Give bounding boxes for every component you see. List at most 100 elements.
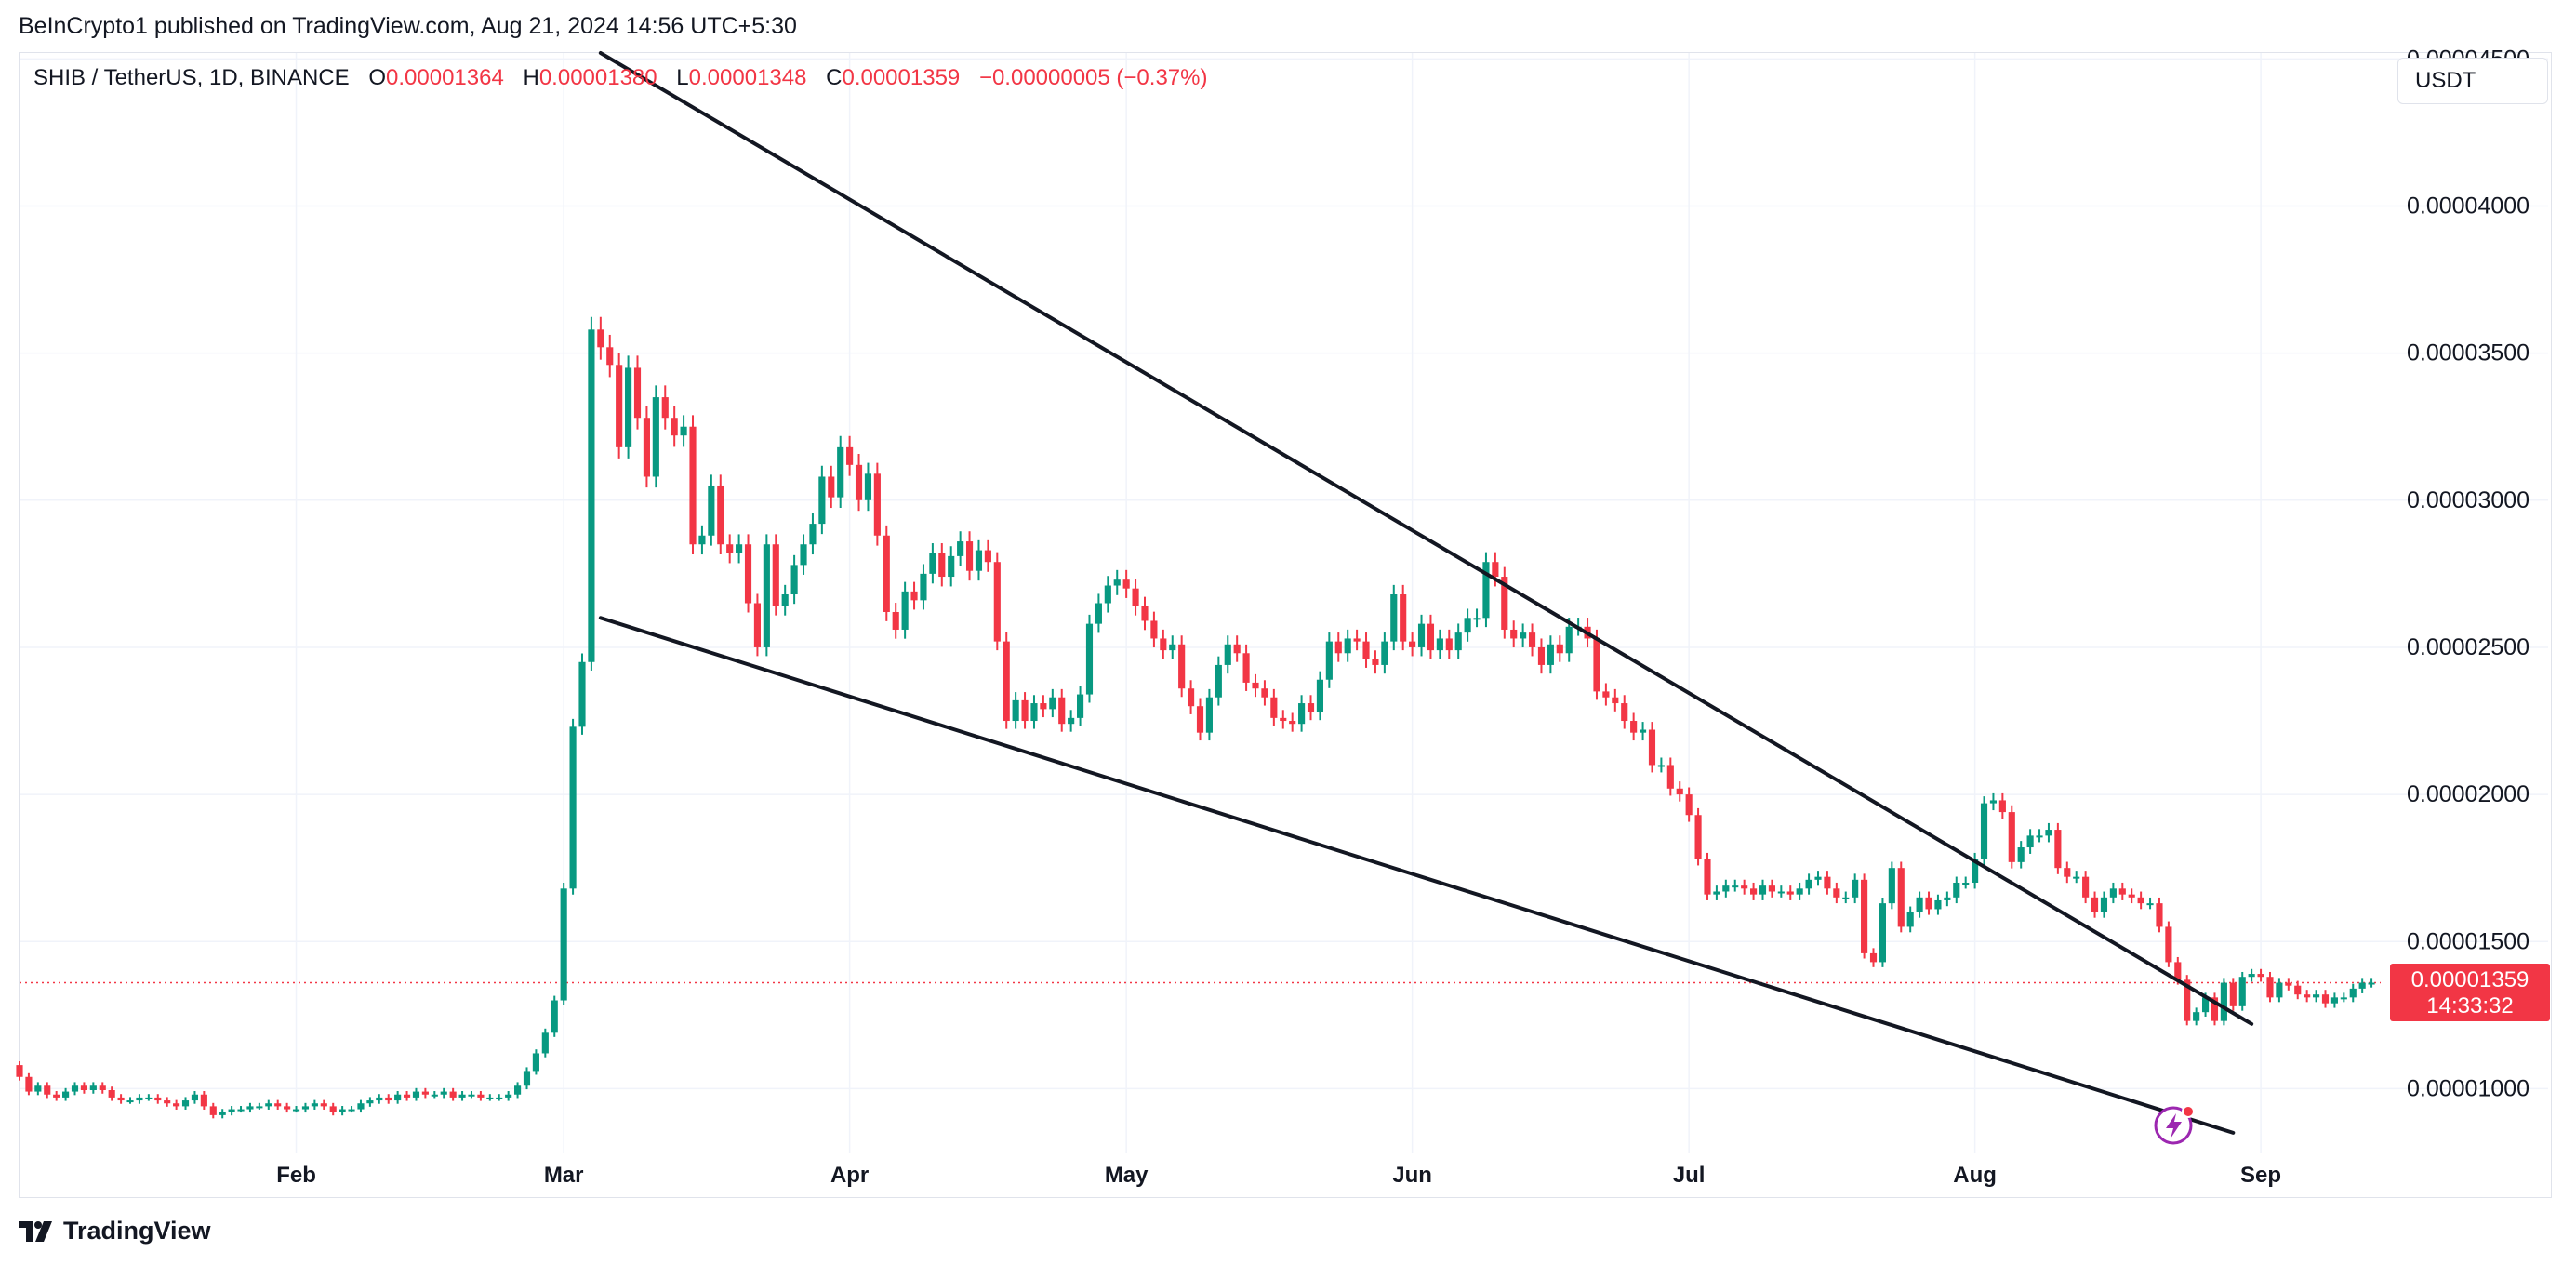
candle-body [1196,706,1204,733]
candle-body [1141,606,1149,621]
candle-body [1040,703,1047,710]
candle-body [643,418,650,477]
candle-body [1252,682,1259,689]
candle-body [606,347,614,366]
candle-body [1547,644,1554,665]
candle-body [16,1065,23,1077]
candle-body [1169,644,1176,651]
candle-body [1215,664,1222,698]
candle-body [772,544,779,606]
candle-body [376,1097,383,1101]
candle-body [1372,659,1379,665]
candle-body [1482,562,1490,619]
candle-body [181,1100,190,1107]
candle-body [2257,974,2264,978]
y-tick-label: 0.00002500 [2407,634,2530,660]
candle-body [412,1091,420,1098]
high-label: H [523,65,539,90]
candle-body [136,1097,143,1101]
candle-body [846,446,854,465]
candle-body [1722,886,1730,892]
candle-body [348,1109,355,1112]
candle-body [80,1085,87,1090]
candle-body [1095,603,1102,624]
candle-body [1998,800,2006,813]
candle-body [1068,717,1075,725]
candle-body [2118,888,2126,895]
candle-body [1400,594,1407,642]
axis-labels: 0.00001000 0.00001500 0.00002000 0.00002500… [276,46,2530,1188]
lightning-badge[interactable] [2154,1105,2195,1145]
candle-body [191,1094,199,1101]
candle-body [929,553,936,574]
candle-body [117,1097,125,1101]
candle-body [1316,679,1324,712]
candle-body [1732,886,1739,888]
candle-body [1307,703,1315,712]
candle-body [2165,926,2172,963]
candle-body [2358,982,2366,989]
candle-body [1713,891,1720,895]
candle-body [339,1109,346,1112]
open-value: 0.00001364 [386,65,504,90]
candle-body [1501,577,1508,630]
candle-body [736,544,743,553]
candle-body [1270,697,1278,718]
candle-body [717,485,724,545]
x-tick-label: Sep [2240,1163,2281,1188]
candle-body [1473,618,1481,620]
candle-body [311,1103,318,1107]
candle-body [1132,588,1139,606]
tradingview-brand[interactable]: TradingView [19,1217,211,1245]
candle-body [689,426,697,545]
candle-body [164,1100,171,1104]
trendlines[interactable] [598,51,2254,1135]
candle-body [2091,897,2099,912]
candle-body [1639,729,1647,733]
candle-body [71,1085,79,1092]
candle-body [1280,717,1287,722]
candle-body [790,565,798,595]
candle-body [1076,694,1084,718]
candle-body [1510,629,1518,639]
candle-body [209,1106,217,1115]
candle-body [1906,912,1914,927]
candle-body [1242,653,1250,683]
candle-body [2137,897,2144,904]
currency-selector[interactable]: USDT [2397,58,2548,104]
candle-body [625,367,632,447]
candle-body [763,544,770,647]
candle-body [200,1094,207,1107]
candle-body [1777,891,1785,894]
candle-body [837,446,844,498]
candle-body [661,397,669,419]
candle-body [1814,876,1822,880]
y-tick-label: 0.00003500 [2407,340,2530,366]
x-tick-label: Jul [1673,1163,1706,1188]
candle-body [1657,765,1665,767]
candle-body [1381,641,1388,665]
candle-body [569,726,577,889]
candle-body [1353,638,1361,642]
candle-body [1869,952,1878,963]
y-tick-label: 0.00002000 [2407,781,2530,807]
candle-body [1012,699,1019,722]
candle-body [938,553,946,578]
candle-body [154,1097,162,1101]
candle-body [2276,982,2283,998]
candle-body [781,594,789,606]
candle-body [1953,882,1960,898]
candle-body [1879,903,1887,963]
candle-body [366,1100,374,1104]
candle-body [616,365,623,447]
candles [16,316,2375,1119]
publish-line: BeInCrypto1 published on TradingView.com… [19,13,797,39]
candle-body [698,535,706,545]
candle-body [560,888,567,1001]
candle-body [2229,982,2237,1006]
candle-body [993,562,1001,642]
candle-body [1344,638,1351,654]
candle-body [1298,703,1306,725]
candle-body [975,550,983,571]
